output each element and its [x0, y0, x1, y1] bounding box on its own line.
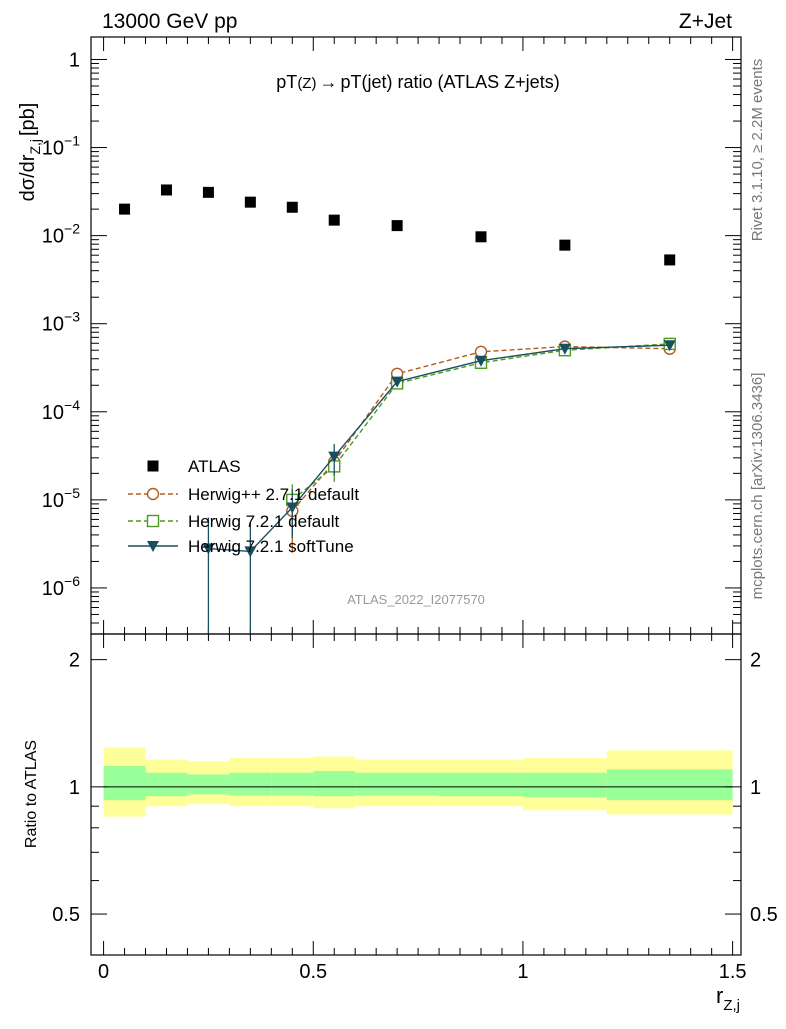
main-y-tick-base-0: 1: [69, 49, 80, 71]
main-y-tick-base-5: 10: [42, 490, 64, 512]
y-axis-label-sub: Z,j: [27, 139, 43, 155]
main-y-tick-exp-2: −2: [64, 221, 80, 237]
main-y-tick-label-3: 10−3: [42, 309, 80, 336]
series-3-point-5: [475, 355, 487, 367]
main-y-tick-label-4: 10−4: [42, 397, 80, 424]
x-axis-label: rZ,j: [716, 983, 740, 1014]
watermark: ATLAS_2022_I2077570: [347, 592, 485, 607]
side-label-mcplots: mcplots.cern.ch [arXiv:1306.3436]: [749, 373, 766, 600]
data-point-1: [160, 184, 172, 196]
y-axis-label-unit: [pb]: [17, 103, 39, 136]
x-axis-label-sub: Z,j: [723, 997, 740, 1014]
series-2-line: [291, 343, 670, 501]
main-y-tick-label-6: 10−6: [42, 573, 80, 600]
y-axis-label-main: dσ/dr: [17, 154, 39, 201]
legend-marker-2: [146, 514, 160, 528]
legend-label-0: ATLAS: [188, 457, 241, 476]
ratio-y-tick-label-left-2: 2: [69, 650, 80, 672]
ratio-inner-band-9: [606, 769, 733, 801]
main-y-tick-exp-5: −5: [64, 485, 80, 501]
main-y-tick-label-2: 10−2: [42, 221, 80, 248]
series-3-point-3: [328, 451, 341, 463]
x-tick-label-0: 0: [98, 961, 109, 983]
series-3-point-7: [663, 340, 676, 352]
series-3-point-1: [244, 546, 257, 558]
ratio-inner-band-1: [145, 772, 188, 797]
main-y-tick-base-1: 10: [42, 138, 64, 160]
title-arrow: →: [319, 72, 337, 92]
legend-label-1: Herwig++ 2.7.1 default: [188, 485, 359, 504]
legend-label-2: Herwig 7.2.1 default: [188, 512, 339, 531]
header-left: 13000 GeV pp: [102, 10, 237, 33]
main-y-tick-base-6: 10: [42, 578, 64, 600]
x-tick-label-3: 1.5: [719, 961, 747, 983]
series-3-point-2: [286, 502, 299, 514]
legend-marker-0: [147, 460, 159, 472]
side-label-rivet: Rivet 3.1.10, ≥ 2.2M events: [749, 59, 766, 242]
legend-marker-1: [146, 487, 160, 501]
main-y-tick-label-5: 10−5: [42, 485, 80, 512]
x-tick-label-2: 1: [517, 961, 528, 983]
header-right: Z+Jet: [679, 10, 732, 33]
ratio-y-axis-label: Ratio to ATLAS: [23, 740, 40, 848]
series-3-line: [208, 344, 670, 553]
ratio-y-tick-label-left-1: 1: [69, 777, 80, 799]
ratio-inner-band-6: [355, 772, 440, 796]
y-axis-label: dσ/drZ,j [pb]: [17, 103, 43, 202]
ratio-y-tick-label-right-0: 0.5: [750, 904, 778, 926]
series-1-point-3: [474, 345, 488, 358]
chart-title: pT(Z) → pT(jet) ratio (ATLAS Z+jets): [276, 72, 559, 92]
data-point-8: [559, 239, 571, 251]
main-y-tick-exp-3: −3: [64, 309, 80, 325]
ratio-inner-band-2: [187, 774, 230, 795]
series-3-point-0: [202, 543, 215, 555]
ratio-y-tick-label-right-2: 2: [750, 650, 761, 672]
data-point-0: [119, 203, 131, 215]
data-point-4: [286, 201, 298, 213]
ratio-inner-band-8: [522, 772, 607, 798]
main-y-tick-base-4: 10: [42, 402, 64, 424]
main-y-tick-label-1: 10−1: [42, 133, 80, 160]
title-part-c: pT(jet) ratio (ATLAS Z+jets): [340, 72, 559, 92]
data-point-5: [328, 214, 340, 226]
ratio-inner-band-3: [229, 772, 272, 796]
main-y-tick-label-0: 1: [69, 49, 80, 71]
main-y-tick-exp-1: −1: [64, 133, 80, 149]
data-point-7: [475, 231, 487, 243]
x-tick-label-1: 0.5: [299, 961, 327, 983]
ratio-inner-band-0: [103, 766, 146, 801]
main-y-tick-exp-6: −6: [64, 573, 80, 589]
ratio-inner-band-4: [271, 772, 314, 796]
legend-marker-3: [147, 541, 159, 552]
main-y-tick-exp-4: −4: [64, 397, 80, 413]
data-point-2: [202, 186, 214, 198]
ratio-y-tick-label-right-1: 1: [750, 777, 761, 799]
main-y-tick-base-3: 10: [42, 314, 64, 336]
series-1-line: [291, 345, 670, 512]
title-part-a: pT: [276, 72, 297, 92]
main-y-tick-base-2: 10: [42, 226, 64, 248]
title-part-b: (Z): [297, 75, 316, 92]
data-point-9: [664, 254, 676, 266]
ratio-plot-frame: [90, 633, 742, 956]
ratio-inner-band-5: [313, 771, 356, 797]
series-3-point-6: [558, 343, 571, 355]
data-point-3: [244, 196, 256, 208]
legend-label-3: Herwig 7.2.1 softTune: [188, 537, 354, 556]
data-point-6: [391, 220, 403, 232]
ratio-y-tick-label-left-0: 0.5: [52, 904, 80, 926]
x-axis-label-main: r: [716, 983, 723, 1008]
ratio-inner-band-7: [439, 772, 523, 797]
series-3-point-4: [391, 376, 404, 388]
ratio-plot-panel: 0 0.5 1 1.5 0.5 0.5 1 1 2 2: [52, 633, 778, 983]
